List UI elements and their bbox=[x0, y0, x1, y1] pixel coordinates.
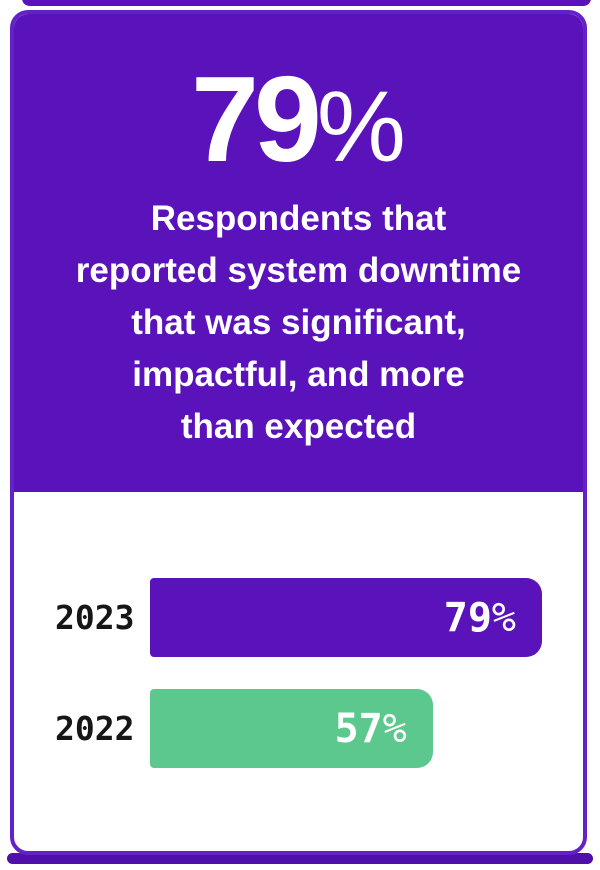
year-label: 2023 bbox=[55, 598, 135, 637]
stat-description: Respondents that reported system downtim… bbox=[75, 198, 522, 446]
chart-row-2023: 2023 79% bbox=[55, 578, 583, 657]
bar-value-number: 79 bbox=[443, 594, 492, 641]
bar-value-unit: % bbox=[382, 705, 407, 752]
stat-card: 79% Respondents that reported system dow… bbox=[10, 10, 587, 855]
bar-chart-rows: 2023 79% 2022 57% bbox=[55, 578, 583, 768]
bottom-accent-bar bbox=[7, 853, 593, 864]
bar-value-number: 57 bbox=[334, 705, 383, 752]
bar-value-unit: % bbox=[491, 594, 516, 641]
big-stat: 79% bbox=[14, 56, 583, 183]
bar-2023: 79% bbox=[150, 578, 542, 657]
top-accent-bar bbox=[22, 0, 591, 6]
bar-track: 57% bbox=[150, 689, 542, 768]
big-stat-value: 79 bbox=[191, 51, 322, 187]
card-header: 79% Respondents that reported system dow… bbox=[14, 14, 583, 492]
bar-chart: 2023 79% 2022 57% bbox=[14, 492, 583, 768]
bar-2022: 57% bbox=[150, 689, 433, 768]
bar-track: 79% bbox=[150, 578, 542, 657]
bar-value: 79% bbox=[444, 595, 516, 641]
chart-row-2022: 2022 57% bbox=[55, 689, 583, 768]
year-label: 2022 bbox=[55, 709, 135, 748]
bar-value: 57% bbox=[335, 706, 407, 752]
big-stat-percent-sign: % bbox=[316, 71, 406, 183]
